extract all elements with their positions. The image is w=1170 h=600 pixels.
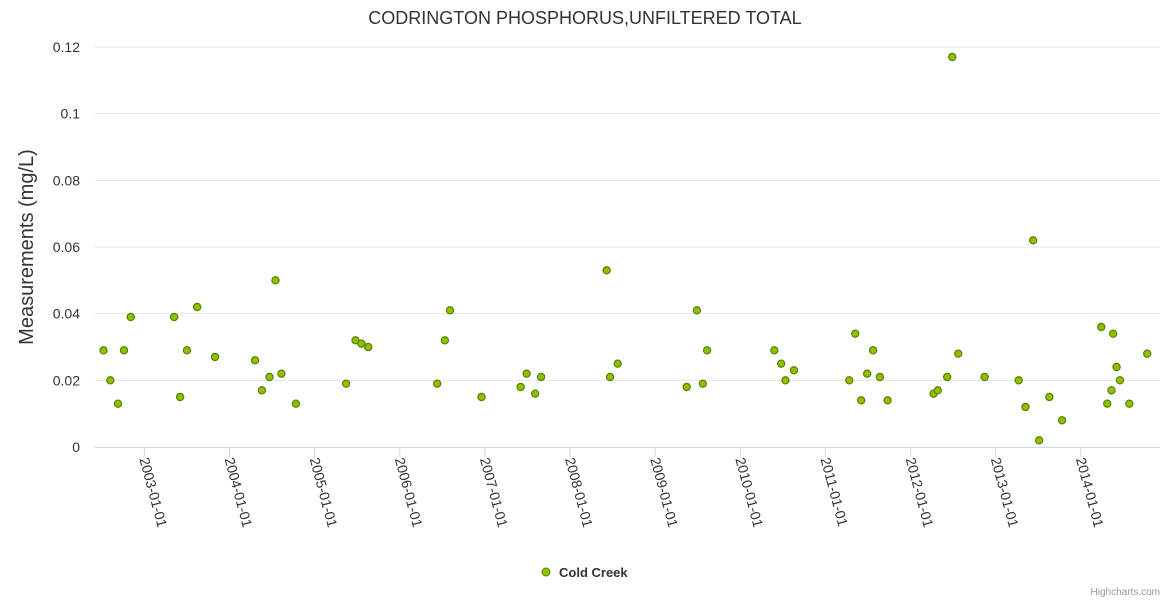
grid-layer — [95, 46, 1160, 381]
x-axis: 2003-01-01 2004-01-01 2005-01-01 2006-01-01… — [95, 447, 1160, 529]
data-point[interactable] — [106, 376, 115, 385]
x-tick-label: 2008-01-01 — [562, 456, 596, 530]
data-point[interactable] — [682, 382, 691, 392]
data-point[interactable] — [845, 376, 854, 385]
data-point[interactable] — [364, 342, 373, 352]
x-tick-label: 2011-01-01 — [818, 456, 852, 529]
data-point[interactable] — [271, 276, 280, 285]
data-point[interactable] — [875, 372, 885, 382]
data-point[interactable] — [530, 389, 540, 398]
data-point[interactable] — [954, 349, 963, 358]
legend[interactable]: Cold Creek — [541, 565, 628, 580]
data-point[interactable] — [692, 306, 702, 315]
data-point[interactable] — [856, 396, 866, 405]
x-tick-label: 2005-01-01 — [307, 456, 341, 530]
data-point[interactable] — [1028, 236, 1038, 245]
data-point[interactable] — [698, 379, 708, 388]
data-point[interactable] — [250, 356, 260, 365]
data-point[interactable] — [113, 399, 123, 408]
chart-title: CODRINGTON PHOSPHORUS,UNFILTERED TOTAL — [368, 8, 801, 28]
data-point[interactable] — [516, 382, 525, 392]
data-point[interactable] — [602, 266, 611, 275]
data-point[interactable] — [1097, 322, 1106, 332]
data-point[interactable] — [980, 372, 989, 382]
legend-marker — [541, 567, 551, 577]
x-tick-label: 2012-01-01 — [903, 456, 937, 530]
data-point[interactable] — [1108, 329, 1118, 338]
x-tick-label: 2013-01-01 — [988, 456, 1022, 530]
data-point[interactable] — [862, 369, 872, 378]
data-point[interactable] — [182, 346, 192, 355]
data-point[interactable] — [851, 329, 860, 338]
data-point[interactable] — [477, 392, 486, 402]
y-axis: 0 0.02 0.04 0.06 0.08 0.1 0.12 — [53, 39, 80, 455]
data-point[interactable] — [440, 336, 450, 345]
data-point[interactable] — [770, 346, 779, 355]
data-point[interactable] — [868, 346, 878, 355]
data-point[interactable] — [1115, 376, 1125, 385]
credits-link[interactable]: Highcharts.com — [1091, 587, 1160, 598]
data-point[interactable] — [175, 392, 185, 402]
data-point[interactable] — [257, 386, 267, 395]
data-point[interactable] — [1014, 376, 1023, 385]
data-point[interactable] — [1125, 399, 1134, 408]
data-point[interactable] — [933, 386, 943, 395]
data-point[interactable] — [522, 369, 531, 378]
x-tick-label: 2010-01-01 — [732, 456, 766, 530]
data-point[interactable] — [776, 359, 786, 368]
data-point[interactable] — [1107, 386, 1116, 395]
y-tick-label: 0.12 — [53, 39, 80, 55]
y-tick-label: 0.04 — [53, 306, 80, 322]
y-tick-label: 0.06 — [53, 239, 80, 255]
data-point[interactable] — [1045, 392, 1054, 402]
data-point[interactable] — [789, 366, 799, 375]
data-point[interactable] — [291, 399, 301, 408]
data-point[interactable] — [605, 372, 615, 382]
data-point[interactable] — [781, 376, 790, 385]
data-point[interactable] — [265, 372, 274, 382]
x-tick-label: 2007-01-01 — [477, 456, 511, 530]
data-point[interactable] — [192, 302, 202, 312]
data-point[interactable] — [169, 312, 179, 322]
x-tick-label: 2006-01-01 — [392, 456, 426, 530]
x-tick-label: 2014-01-01 — [1073, 456, 1107, 530]
data-point[interactable] — [1103, 399, 1112, 408]
y-tick-label: 0.1 — [61, 106, 81, 122]
y-tick-label: 0.08 — [53, 172, 80, 188]
data-point[interactable] — [536, 372, 546, 382]
data-point[interactable] — [341, 379, 351, 388]
data-point[interactable] — [357, 339, 366, 348]
data-point[interactable] — [948, 52, 957, 62]
data-point[interactable] — [277, 369, 286, 378]
data-point[interactable] — [1143, 349, 1152, 358]
data-point[interactable] — [1112, 362, 1121, 372]
data-point[interactable] — [1034, 436, 1044, 445]
y-axis-label: Measurements (mg/L) — [16, 149, 38, 345]
data-point[interactable] — [1057, 416, 1067, 425]
data-point[interactable] — [613, 359, 622, 368]
data-point[interactable] — [119, 346, 129, 355]
data-point[interactable] — [445, 306, 455, 315]
data-point[interactable] — [210, 352, 220, 362]
data-point[interactable] — [99, 346, 108, 355]
data-point[interactable] — [126, 312, 135, 322]
x-tick-label: 2004-01-01 — [222, 456, 256, 530]
y-tick-label: 0 — [72, 439, 80, 455]
data-point[interactable] — [433, 379, 442, 388]
data-point[interactable] — [942, 372, 952, 382]
x-tick-label: 2009-01-01 — [647, 456, 681, 530]
x-tick-label: 2003-01-01 — [136, 456, 170, 530]
legend-item-cold-creek[interactable]: Cold Creek — [559, 565, 628, 580]
y-tick-label: 0.02 — [53, 372, 80, 388]
data-point[interactable] — [883, 396, 892, 405]
data-point[interactable] — [1021, 402, 1030, 412]
series-cold-creek — [99, 52, 1152, 445]
data-point[interactable] — [702, 346, 712, 355]
